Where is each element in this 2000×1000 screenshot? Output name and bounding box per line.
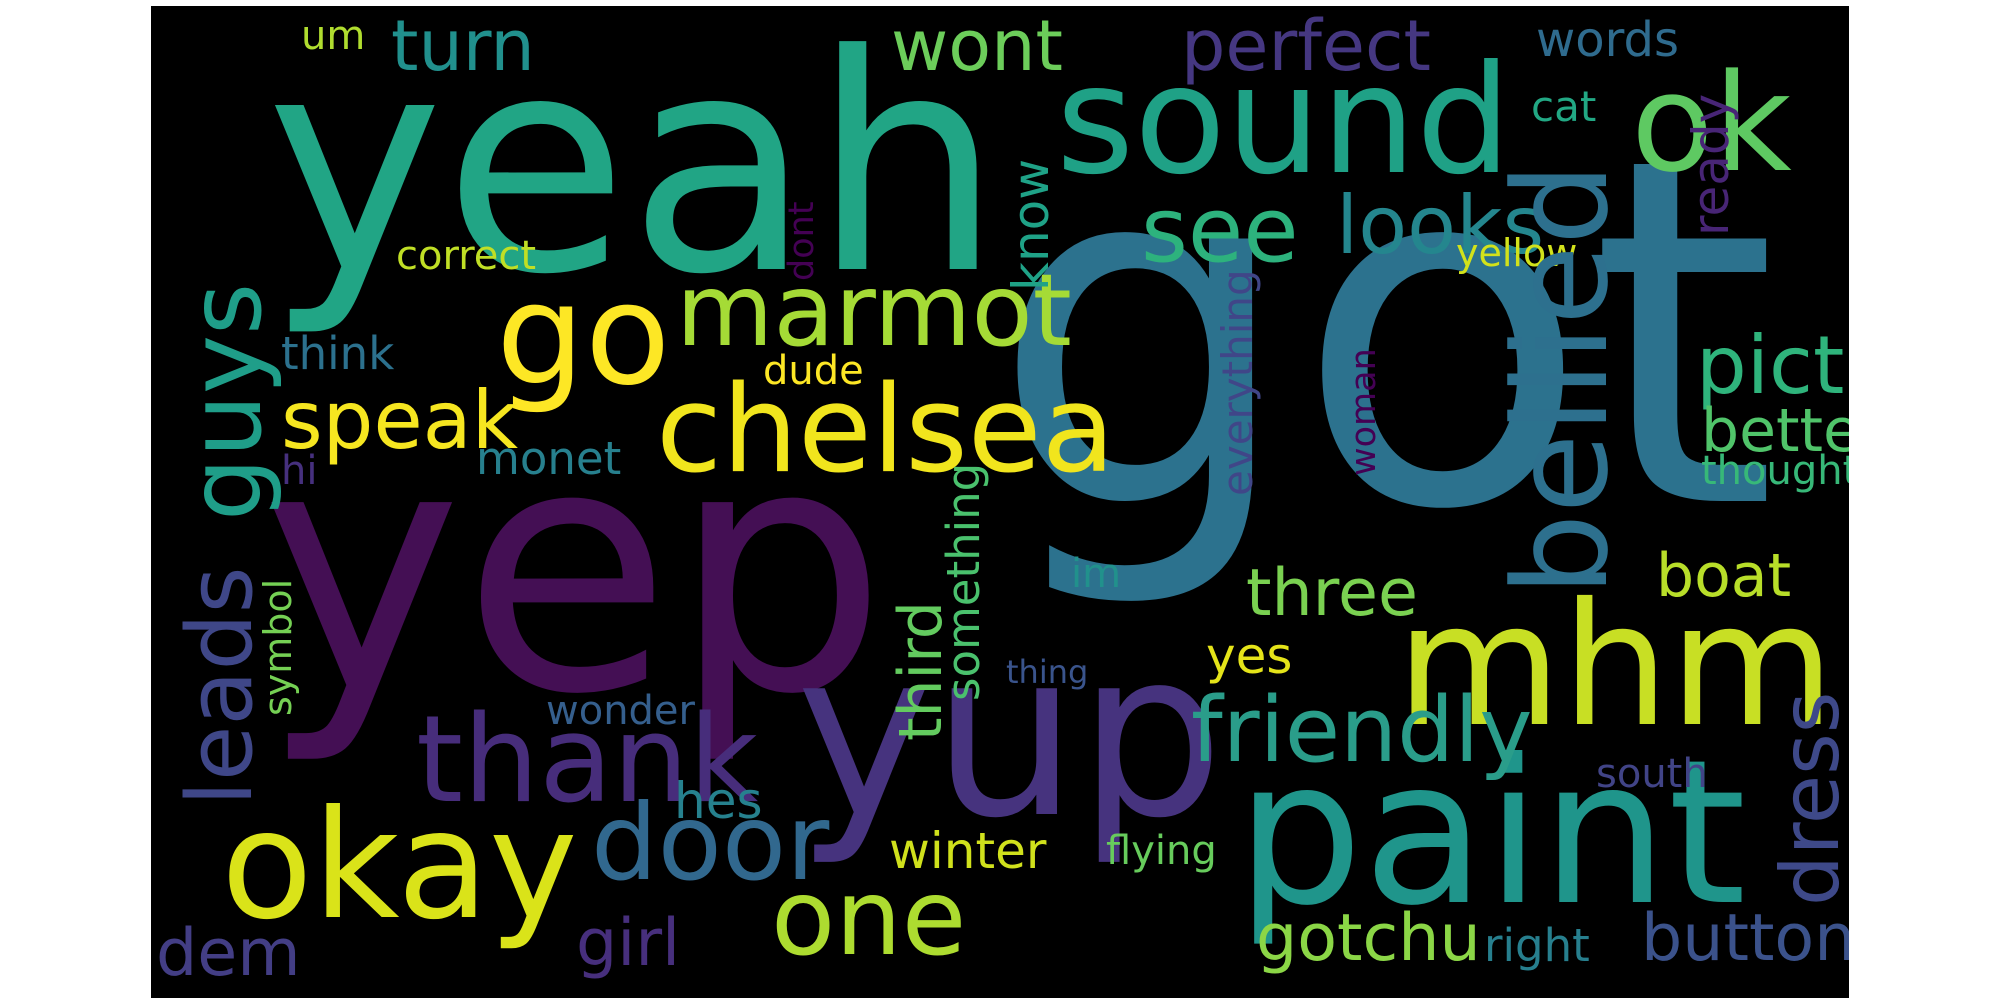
word-yup: yup: [796, 602, 1224, 869]
word-um: know: [1002, 158, 1060, 291]
word-door: thank: [416, 691, 759, 830]
word-see: bellied: [1485, 162, 1637, 596]
word-words: gotchu: [1256, 901, 1481, 976]
word-yes: boat: [1656, 541, 1792, 611]
word-wonder: symbol: [256, 578, 300, 716]
word-perfect: looks: [1336, 179, 1545, 272]
word-cloud: got yeah yep mhm yup paint sound okay ok…: [151, 6, 1849, 998]
word-one: door: [591, 782, 830, 904]
word-flying: everything: [1213, 269, 1262, 496]
word-cat: better: [1701, 396, 1849, 466]
word-dude: monet: [476, 432, 622, 485]
word-something: thing: [1006, 653, 1089, 691]
word-better: dem: [156, 916, 301, 991]
word-symbol: woman: [1344, 348, 1384, 476]
word-three: wont: [891, 6, 1063, 87]
word-thought: words: [1536, 12, 1679, 68]
word-hi: ready: [1682, 93, 1740, 236]
word-leads: dude: [763, 348, 864, 394]
word-woman: yellow: [1456, 231, 1578, 275]
word-hes: cat: [1531, 82, 1597, 131]
word-third: flying: [1106, 828, 1217, 874]
word-yep: yep: [261, 373, 888, 769]
word-right: winter: [889, 822, 1047, 880]
word-ready: right: [1484, 919, 1590, 972]
word-chelsea: guys: [167, 282, 284, 521]
word-friendly: perfect: [1181, 6, 1431, 87]
word-ok: ok: [1631, 45, 1792, 202]
word-dont: im: [1071, 551, 1122, 597]
word-button: dress: [1764, 691, 1849, 907]
word-thing: yes: [1206, 627, 1293, 685]
word-correct: think: [281, 327, 395, 380]
word-turn: see: [1141, 178, 1299, 283]
word-thank: chelsea: [656, 361, 1116, 500]
word-pictures: turn: [391, 6, 535, 87]
word-dem: pictures: [1696, 319, 1849, 412]
word-got: got: [991, 56, 1778, 615]
word-know: south: [1596, 751, 1708, 797]
word-girl: friendly: [1191, 678, 1533, 783]
word-south: hes: [674, 772, 763, 830]
word-wont: speak: [281, 374, 519, 467]
word-think: button: [1641, 901, 1849, 976]
word-okay: okay: [221, 779, 578, 953]
word-yeah: yeah: [266, 6, 1003, 340]
word-gotchu: three: [1246, 556, 1418, 631]
word-sound: sound: [1056, 34, 1512, 208]
word-speak: leads: [168, 566, 273, 806]
word-boat: girl: [576, 906, 681, 981]
word-guys: correct: [396, 233, 537, 279]
word-everything: dont: [782, 201, 822, 281]
word-go: go: [496, 254, 671, 417]
word-winter: something: [937, 462, 990, 701]
word-marmot: one: [771, 857, 967, 979]
word-yellow: thought: [1701, 448, 1849, 494]
word-bellied: hi: [281, 448, 318, 494]
word-paint: paint: [1236, 717, 1747, 950]
word-looks: marmot: [676, 252, 1072, 369]
word-dress: wonder: [546, 688, 695, 734]
word-mhm: mhm: [1396, 567, 1835, 765]
word-im: um: [301, 13, 366, 59]
